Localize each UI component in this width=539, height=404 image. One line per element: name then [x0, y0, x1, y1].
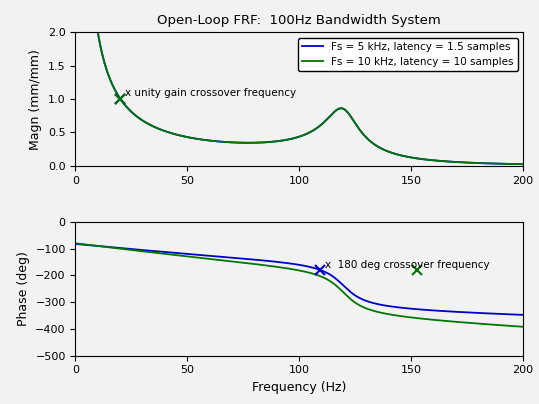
Fs = 10 kHz, latency = 10 samples — [260, 140, 267, 145]
Fs = 10 kHz, latency = 10 samples — [285, 137, 292, 142]
Fs = 5 kHz, latency = 1.5 samples — [397, 153, 404, 158]
Fs = 10 kHz, latency = 10 samples — [483, 161, 490, 166]
Fs = 5 kHz, latency = 1.5 samples — [264, 140, 271, 145]
Fs = 5 kHz, latency = 1.5 samples — [506, 162, 512, 166]
Y-axis label: Magn (mm/mm): Magn (mm/mm) — [30, 48, 43, 149]
Line: Fs = 5 kHz, latency = 1.5 samples: Fs = 5 kHz, latency = 1.5 samples — [75, 0, 523, 164]
Fs = 5 kHz, latency = 1.5 samples — [483, 161, 490, 166]
Fs = 5 kHz, latency = 1.5 samples — [520, 162, 526, 166]
Title: Open-Loop FRF:  100Hz Bandwidth System: Open-Loop FRF: 100Hz Bandwidth System — [157, 14, 441, 27]
Fs = 10 kHz, latency = 10 samples — [397, 153, 404, 158]
Fs = 10 kHz, latency = 10 samples — [264, 140, 271, 145]
Fs = 10 kHz, latency = 10 samples — [506, 162, 512, 166]
Line: Fs = 10 kHz, latency = 10 samples: Fs = 10 kHz, latency = 10 samples — [75, 0, 523, 164]
Legend: Fs = 5 kHz, latency = 1.5 samples, Fs = 10 kHz, latency = 10 samples: Fs = 5 kHz, latency = 1.5 samples, Fs = … — [298, 38, 517, 71]
Text: x unity gain crossover frequency: x unity gain crossover frequency — [125, 88, 296, 98]
Y-axis label: Phase (deg): Phase (deg) — [17, 251, 30, 326]
Text: x  180 deg crossover frequency: x 180 deg crossover frequency — [325, 259, 489, 269]
Fs = 10 kHz, latency = 10 samples — [520, 162, 526, 166]
Fs = 5 kHz, latency = 1.5 samples — [285, 137, 292, 142]
X-axis label: Frequency (Hz): Frequency (Hz) — [252, 381, 347, 394]
Fs = 5 kHz, latency = 1.5 samples — [260, 140, 267, 145]
